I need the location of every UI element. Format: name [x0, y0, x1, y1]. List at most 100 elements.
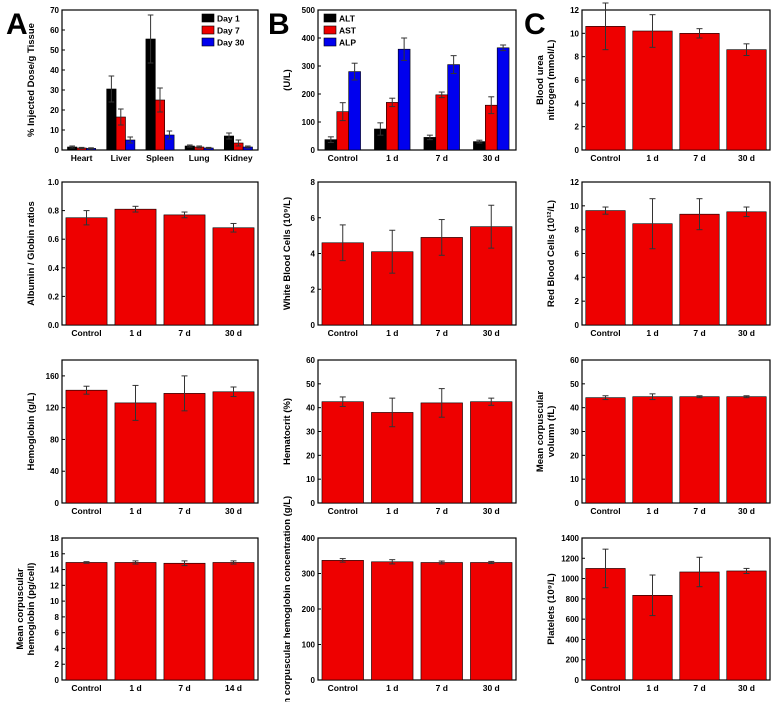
y-tick-label: 12 [50, 581, 59, 590]
x-tick-label: 1 d [129, 683, 141, 693]
y-tick-label: 0 [311, 146, 316, 155]
chart-mcv: 0 10 20 30 40 50 60 Control 1 d 7 d 30 d Mean corpu… [535, 356, 771, 516]
legend-swatch [201, 25, 215, 35]
y-axis-label: White Blood Cells (10⁹/L) [282, 197, 293, 310]
y-tick-label: 2 [55, 660, 60, 669]
y-axis-label: Mean corpuscular [15, 568, 26, 650]
y-tick-label: 300 [302, 570, 316, 579]
x-tick-label: 1 d [646, 506, 658, 516]
y-tick-label: 8 [575, 226, 580, 235]
x-tick-label: 30 d [738, 328, 755, 338]
x-tick-label: Lung [189, 153, 210, 163]
y-tick-label: 120 [46, 404, 60, 413]
x-tick-label: 30 d [483, 328, 500, 338]
y-axis-label: nitrogen (mmol/L) [546, 40, 557, 121]
y-tick-label: 14 [50, 566, 59, 575]
y-tick-label: 0 [575, 676, 580, 685]
y-axis-label: % Injected Dose/g Tissue [26, 23, 37, 137]
bar-albumin-globin-value-0 [65, 217, 108, 326]
y-axis-label: Albumin / Globin ratios [26, 201, 37, 306]
x-tick-label: 30 d [483, 683, 500, 693]
legend-label: Day 1 [217, 14, 240, 24]
x-tick-label: 30 d [738, 506, 755, 516]
plot-frame [61, 537, 259, 681]
y-tick-label: 300 [302, 62, 316, 71]
y-tick-label: 0 [575, 499, 580, 508]
y-tick-label: 200 [566, 656, 580, 665]
plot-frame [317, 9, 517, 151]
y-tick-label: 20 [570, 451, 579, 460]
x-tick-label: 1 d [646, 328, 658, 338]
y-tick-label: 30 [570, 428, 579, 437]
bar-mcv-value-3 [726, 396, 767, 504]
y-axis-label: Mean corpuscular hemoglobin concentratio… [282, 496, 293, 702]
x-tick-label: 30 d [483, 506, 500, 516]
x-tick-label: 30 d [738, 153, 755, 163]
y-tick-label: 70 [50, 6, 59, 15]
y-tick-label: 400 [302, 534, 316, 543]
x-tick-label: 7 d [178, 506, 190, 516]
y-tick-label: 1000 [561, 575, 579, 584]
x-tick-label: 1 d [646, 683, 658, 693]
y-tick-label: 0 [55, 676, 60, 685]
legend-label: ALP [339, 38, 356, 48]
y-tick-label: 18 [50, 534, 59, 543]
y-tick-label: 600 [566, 615, 580, 624]
x-tick-label: Control [71, 683, 101, 693]
x-tick-label: Control [328, 506, 358, 516]
y-tick-label: 60 [50, 26, 59, 35]
legend-label: Day 7 [217, 26, 240, 36]
y-tick-label: 4 [575, 273, 580, 282]
x-tick-label: 7 d [436, 153, 448, 163]
x-tick-label: Control [328, 153, 358, 163]
x-tick-label: Control [71, 506, 101, 516]
legend-swatch [323, 37, 337, 47]
x-tick-label: 7 d [693, 153, 705, 163]
y-tick-label: 2 [575, 297, 580, 306]
x-tick-label: 7 d [178, 328, 190, 338]
bar-albumin-globin-value-1 [114, 208, 157, 326]
bar-albumin-globin-value-2 [163, 214, 206, 326]
y-tick-label: 4 [575, 99, 580, 108]
bar-liver-enzymes-ast-2 [435, 94, 448, 151]
y-tick-label: 10 [570, 475, 579, 484]
y-tick-label: 1200 [561, 554, 579, 563]
y-tick-label: 1.0 [48, 178, 60, 187]
x-tick-label: Kidney [224, 153, 253, 163]
legend-label: ALT [339, 14, 356, 24]
x-tick-label: 7 d [693, 683, 705, 693]
y-tick-label: 0.2 [48, 292, 60, 301]
plot-frame [61, 359, 259, 504]
chart-hemoglobin: 0 40 80 120 160 Control 1 d 7 d 30 d Hemoglobin (… [26, 359, 259, 516]
bar-bun-value-3 [726, 49, 767, 151]
legend-label: Day 30 [217, 38, 245, 48]
x-tick-label: Control [590, 328, 620, 338]
y-tick-label: 40 [50, 467, 59, 476]
y-tick-label: 0 [311, 676, 316, 685]
x-tick-label: 7 d [436, 506, 448, 516]
bar-hemoglobin-value-3 [212, 391, 255, 504]
y-tick-label: 2 [311, 285, 316, 294]
y-tick-label: 200 [302, 90, 316, 99]
y-tick-label: 16 [50, 550, 59, 559]
bar-mchc-value-0 [321, 560, 364, 681]
bar-mch-value-3 [212, 562, 255, 681]
y-tick-label: 800 [566, 595, 580, 604]
y-tick-label: 100 [302, 641, 316, 650]
x-tick-label: 7 d [693, 328, 705, 338]
bar-platelets-value-2 [679, 571, 720, 681]
y-axis-label: Platelets (10⁹/L) [546, 573, 557, 645]
y-axis-label: Hemoglobin (g/L) [26, 392, 37, 470]
x-tick-label: 30 d [225, 506, 242, 516]
x-tick-label: 30 d [738, 683, 755, 693]
x-tick-label: Control [590, 153, 620, 163]
chart-hematocrit: 0 10 20 30 40 50 60 Control 1 d 7 d 30 d Hematocrit… [282, 356, 517, 516]
y-tick-label: 8 [311, 178, 316, 187]
bar-hematocrit-value-0 [321, 401, 364, 504]
legend-swatch [201, 37, 215, 47]
panel-label-a: A [6, 8, 28, 41]
y-tick-label: 6 [55, 629, 60, 638]
y-tick-label: 10 [570, 202, 579, 211]
